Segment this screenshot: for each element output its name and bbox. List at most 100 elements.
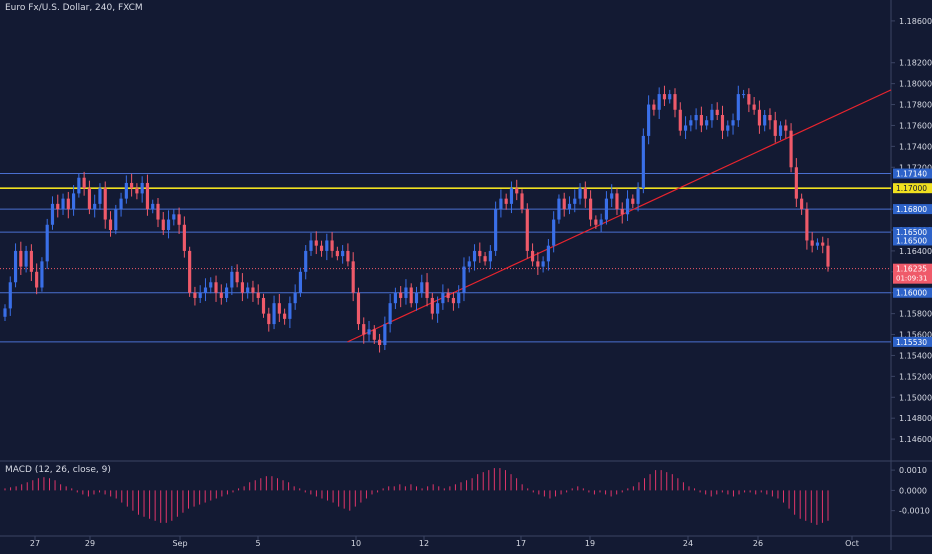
candle-body (742, 94, 746, 96)
candle-body (230, 271, 234, 288)
right-tag-label: 1.16500 (896, 236, 927, 245)
right-tag-box (893, 235, 932, 246)
level-tag-label: 1.16800 (896, 205, 927, 214)
candle-body (87, 188, 91, 210)
x-tick-label: Sep (172, 539, 187, 548)
candle-body (161, 219, 165, 230)
candle-body (29, 250, 33, 272)
candle-body (705, 120, 709, 126)
candle-body (351, 261, 355, 293)
candle-body (736, 94, 740, 121)
candle-body (710, 109, 714, 121)
candle-body (641, 135, 645, 189)
candle-body (757, 109, 761, 126)
candle-body (404, 287, 408, 298)
candle-body (188, 250, 192, 293)
candle-body (530, 250, 535, 262)
candle-body (341, 250, 345, 257)
level-tag-box (893, 336, 932, 347)
candle-body (815, 242, 820, 246)
candle-body (583, 188, 587, 199)
candle-body (784, 125, 788, 131)
candle-body (589, 198, 593, 220)
candle-body (420, 282, 424, 293)
candle-body (13, 250, 18, 283)
candle-body (504, 198, 508, 204)
x-tick-label: 10 (351, 539, 361, 548)
candle-body (335, 250, 339, 257)
candle-body (209, 282, 213, 288)
candle-body (135, 188, 139, 194)
candle-body (388, 303, 392, 325)
candle-body (599, 219, 603, 225)
macd-tick-label: -0.0010 (899, 507, 930, 516)
candle-body (198, 292, 202, 298)
x-tick-label: 29 (85, 539, 95, 548)
y-tick-label: 1.15000 (899, 393, 932, 402)
candle-body (567, 203, 572, 210)
candle-body (367, 329, 371, 335)
candle-body (573, 198, 577, 204)
candle-body (457, 292, 461, 304)
candle-body (309, 240, 313, 251)
candle-body (256, 292, 260, 298)
candle-body (3, 308, 7, 317)
candle-body (224, 287, 229, 298)
candle-body (82, 177, 86, 189)
candle-body (145, 182, 150, 210)
candle-body (330, 240, 334, 251)
candle-body (66, 198, 70, 210)
y-tick-label: 1.15200 (899, 372, 932, 381)
candle-body (19, 250, 23, 267)
candle-body (662, 94, 667, 100)
chart-title: Euro Fx/U.S. Dollar, 240, FXCM (5, 3, 143, 13)
level-tag-box (893, 183, 932, 194)
candle-body (93, 203, 97, 210)
y-tick-label: 1.18600 (899, 17, 932, 26)
candle-body (499, 198, 503, 210)
x-tick-label: 5 (255, 539, 260, 548)
candle-body (436, 303, 440, 314)
x-tick-label: 17 (516, 539, 526, 548)
level-tag-box (893, 227, 932, 238)
candle-body (668, 94, 672, 100)
x-tick-label: 12 (419, 539, 429, 548)
candle-body (673, 94, 677, 110)
candle-body (494, 209, 498, 251)
x-tick-label: 27 (30, 539, 40, 548)
candle-body (800, 198, 804, 210)
candle-body (151, 203, 155, 210)
last-price-label: 1.16235 (896, 265, 927, 274)
macd-tick-label: 0.0010 (899, 466, 927, 475)
candle-body (40, 261, 44, 288)
candle-body (483, 256, 487, 262)
candle-body (35, 271, 39, 288)
candle-body (594, 219, 598, 225)
level-tag-box (893, 204, 932, 215)
candle-body (140, 182, 144, 194)
candle-body (615, 193, 619, 210)
candle-body (472, 250, 477, 262)
candle-body (657, 94, 661, 110)
y-tick-label: 1.15600 (899, 331, 932, 340)
y-tick-label: 1.17800 (899, 101, 932, 110)
candle-body (346, 250, 350, 262)
candle-body (541, 261, 545, 267)
candle-body (604, 198, 609, 220)
candle-body (552, 219, 556, 246)
candle-body (98, 188, 102, 204)
x-tick-label: 26 (753, 539, 763, 548)
candle-body (267, 313, 271, 325)
candle-body (610, 193, 614, 199)
candle-body (478, 250, 482, 257)
y-tick-label: 1.18000 (899, 80, 932, 89)
candle-body (124, 182, 128, 199)
macd-title: MACD (12, 26, close, 9) (5, 465, 111, 475)
candle-body (193, 292, 197, 298)
candle-body (625, 198, 630, 215)
candle-body (156, 203, 160, 220)
candle-body (731, 120, 735, 126)
candle-body (319, 245, 324, 251)
candle-body (50, 203, 55, 225)
y-tick-label: 1.15800 (899, 310, 932, 319)
